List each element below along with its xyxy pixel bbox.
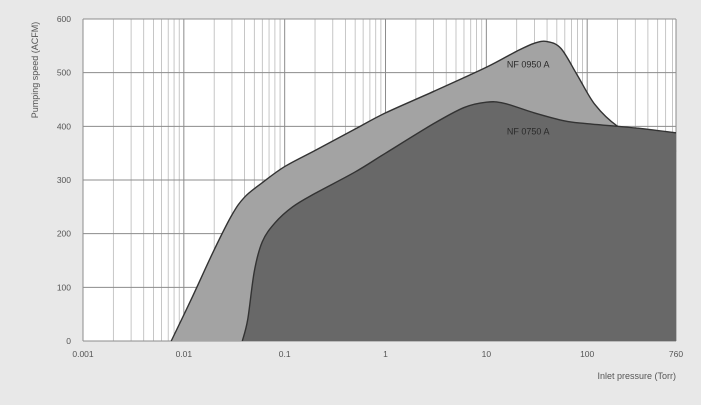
x-tick-label: 0.1 [279, 349, 291, 359]
x-tick-label: 0.01 [176, 349, 193, 359]
y-tick-label: 600 [57, 14, 71, 24]
series-area-2 [242, 101, 677, 341]
x-tick-label: 1 [383, 349, 388, 359]
y-tick-label: 200 [57, 229, 71, 239]
x-tick-label: 100 [580, 349, 594, 359]
series-areas [170, 40, 677, 342]
y-axis-label: Pumping speed (ACFM) [30, 22, 40, 119]
series-label-2: NF 0750 A [507, 126, 550, 136]
x-tick-label: 760 [669, 349, 683, 359]
x-tick-label: 0.001 [72, 349, 94, 359]
y-tick-label: 400 [57, 121, 71, 131]
series-line-2 [241, 101, 677, 342]
y-tick-labels: 0 100 200 300 400 500 600 [57, 14, 71, 346]
series-labels: NF 0950 A NF 0750 A [507, 59, 550, 136]
y-tick-label: 0 [66, 336, 71, 346]
series-line-1 [170, 40, 677, 342]
x-tick-labels: 0.001 0.01 0.1 1 10 100 760 [72, 349, 683, 359]
y-tick-label: 500 [57, 68, 71, 78]
x-tick-label: 10 [482, 349, 492, 359]
series-label-1: NF 0950 A [507, 59, 550, 69]
x-axis-label: Inlet pressure (Torr) [597, 371, 676, 381]
y-tick-label: 100 [57, 282, 71, 292]
y-tick-label: 300 [57, 175, 71, 185]
